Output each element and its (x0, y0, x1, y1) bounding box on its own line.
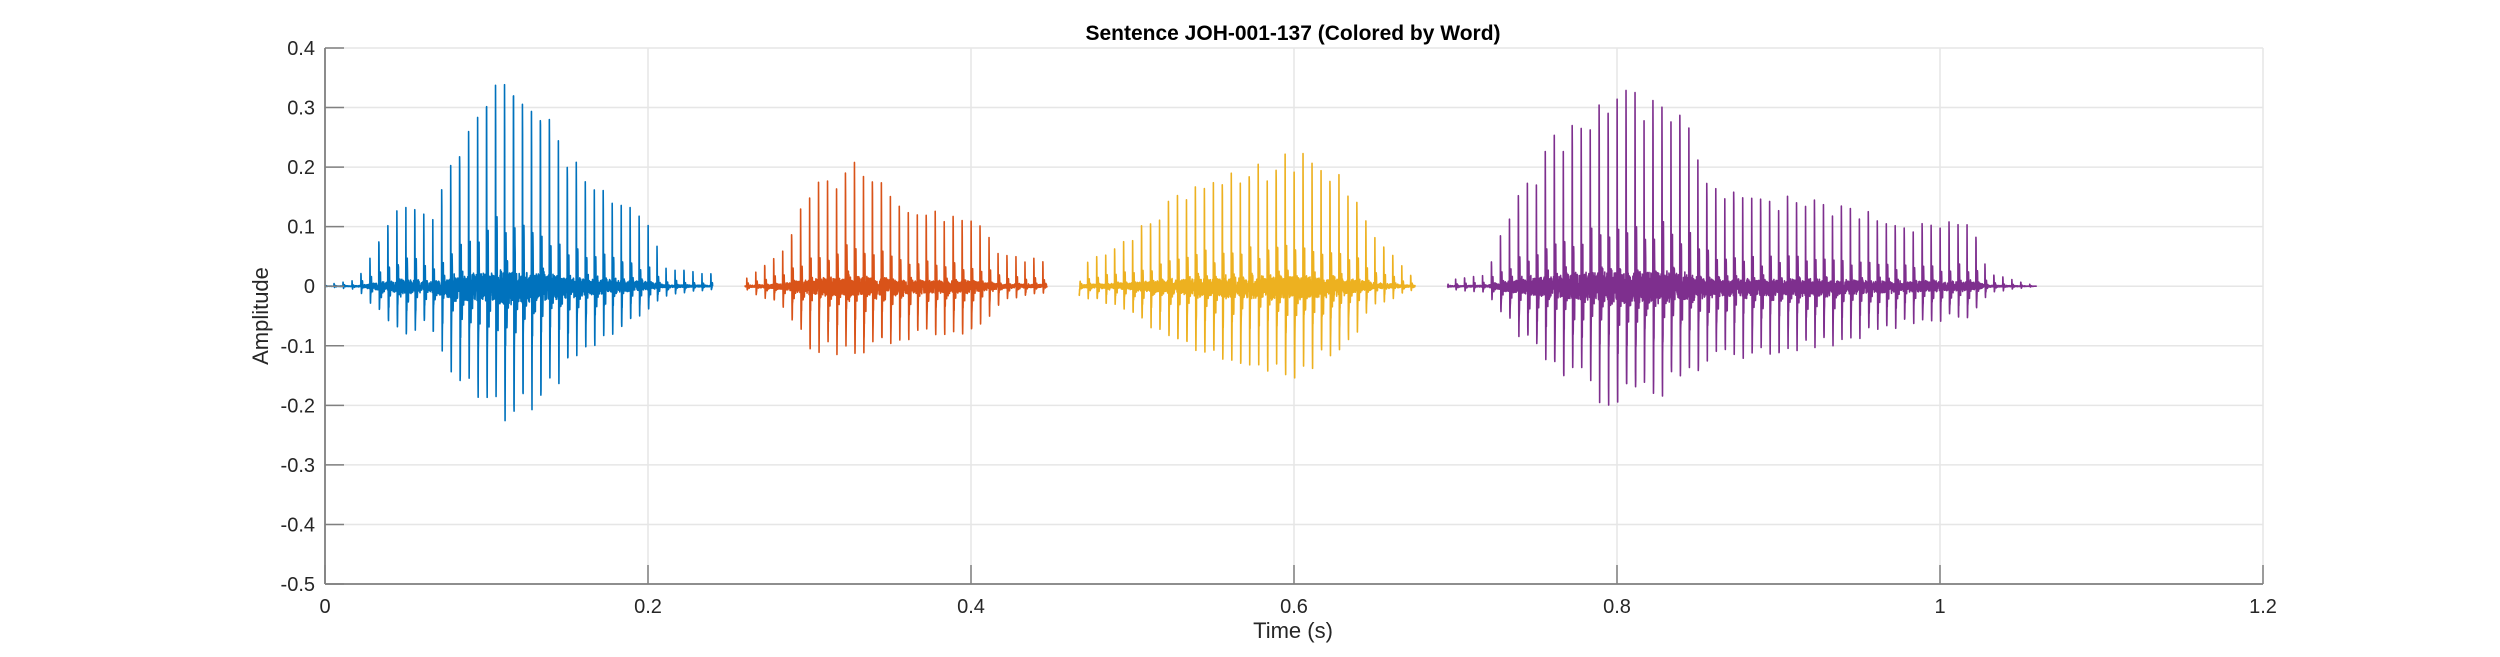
x-tick-label: 0.2 (634, 596, 662, 618)
y-tick-label: 0.2 (287, 157, 315, 179)
x-tick-label: 1.2 (2249, 596, 2277, 618)
y-tick-label: 0.3 (287, 98, 315, 120)
x-tick-label: 0.4 (957, 596, 985, 618)
axes (324, 47, 2264, 585)
y-tick-label: -0.2 (281, 395, 315, 417)
series-word-1 (324, 83, 714, 422)
y-tick-label: -0.5 (281, 574, 315, 596)
y-axis-label: Amplitude (248, 267, 273, 365)
y-tick-label: 0.4 (287, 38, 315, 60)
x-tick-label: 0.6 (1280, 596, 1308, 618)
x-axis-label: Time (s) (1253, 618, 1333, 643)
series-word-2 (744, 161, 1048, 356)
x-tick-label: 0 (319, 596, 330, 618)
series-word-4 (1446, 89, 2038, 406)
chart-title: Sentence JOH-001-137 (Colored by Word) (1085, 22, 1500, 45)
y-tick-label: -0.3 (281, 455, 315, 477)
y-tick-labels: 0.4 0.3 0.2 0.1 0 -0.1 -0.2 -0.3 -0.4 -0.5 (281, 38, 315, 596)
x-tick-label: 0.8 (1603, 596, 1631, 618)
series-word-3 (1078, 152, 1416, 379)
y-tick-label: -0.4 (281, 514, 315, 536)
y-tick-label: 0 (304, 276, 315, 298)
y-tick-label: 0.1 (287, 217, 315, 239)
waveform-series (324, 83, 2038, 422)
x-tick-labels: 0 0.2 0.4 0.6 0.8 1 1.2 (319, 596, 2276, 618)
x-tick-label: 1 (1934, 596, 1945, 618)
y-tick-label: -0.1 (281, 336, 315, 358)
